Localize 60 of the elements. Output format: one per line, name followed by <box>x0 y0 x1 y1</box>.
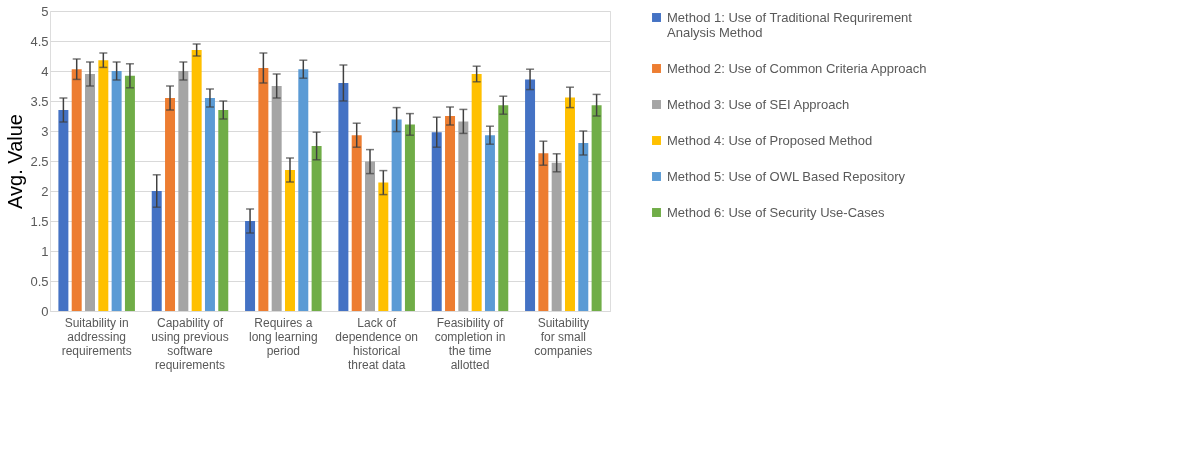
y-tick-label: 3 <box>41 123 49 139</box>
y-tick-label: 2.5 <box>30 153 49 169</box>
x-tick-label: Capability of using previous software requirements <box>151 315 229 372</box>
bar <box>71 69 82 311</box>
bar <box>58 110 69 311</box>
bar <box>191 50 202 311</box>
bar <box>498 105 509 311</box>
bar <box>391 119 402 311</box>
bar <box>538 153 549 311</box>
bar <box>458 121 469 311</box>
bar <box>165 98 176 311</box>
bar <box>351 135 362 311</box>
y-tick-label: 0.5 <box>30 273 49 289</box>
bar <box>431 132 442 311</box>
bar <box>565 97 575 311</box>
y-tick-label: 1 <box>41 243 49 259</box>
bar <box>578 143 589 311</box>
y-tick-label: 4 <box>41 63 49 79</box>
bar <box>258 68 269 311</box>
y-tick-label: 5 <box>41 3 49 19</box>
y-tick-label: 4.5 <box>30 33 49 49</box>
bar <box>365 161 375 311</box>
bar <box>298 69 309 311</box>
y-tick-label: 3.5 <box>30 93 49 109</box>
y-axis-title: Avg. Value <box>4 114 27 209</box>
legend-label: Method 1: Use of Traditional Requrirement Analysis Method <box>667 9 913 40</box>
bar <box>204 98 215 311</box>
bar <box>525 79 536 311</box>
y-tick-label: 1.5 <box>30 213 49 229</box>
legend-label: Method 4: Use of Proposed Method <box>667 132 873 148</box>
bar <box>151 191 162 311</box>
bar <box>551 162 562 311</box>
x-tick-label: Suitability in addressing requirements <box>61 315 132 358</box>
bar <box>124 75 135 311</box>
legend-label: Method 5: Use of OWL Based Repository <box>667 168 906 184</box>
bar <box>218 110 229 311</box>
x-tick-label: Lack of dependence on historical threat data <box>335 315 419 372</box>
x-tick-label: Feasibility of completion in the time allotted <box>434 315 506 372</box>
bar <box>285 170 295 311</box>
bar <box>471 74 482 311</box>
x-tick-label: Requires a long learning period <box>248 315 318 358</box>
bar <box>178 71 189 311</box>
bar <box>404 124 415 311</box>
x-tick-label: Suitability for small companies <box>534 315 593 358</box>
y-tick-label: 0 <box>41 303 49 319</box>
bar <box>85 74 95 311</box>
bar <box>311 146 322 311</box>
bar <box>338 83 349 311</box>
legend-label: Method 6: Use of Security Use-Cases <box>667 204 885 220</box>
bar <box>445 116 456 311</box>
bar <box>484 135 495 311</box>
y-tick-label: 2 <box>41 183 49 199</box>
legend-label: Method 3: Use of SEI Approach <box>667 96 850 112</box>
bar <box>591 105 602 311</box>
bar <box>98 60 109 311</box>
bar <box>111 71 122 311</box>
legend-label: Method 2: Use of Common Criteria Approach <box>667 60 927 76</box>
bar <box>245 221 256 311</box>
bar <box>271 86 282 311</box>
bar <box>378 182 389 311</box>
